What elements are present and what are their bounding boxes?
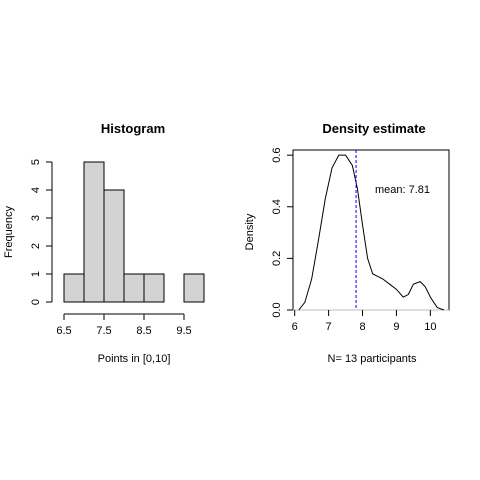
histogram-bar [63, 273, 85, 303]
histogram-y-tick-label: 0 [30, 299, 42, 305]
density-x-tick-label: 10 [424, 321, 436, 333]
histogram-y-tick-label: 3 [30, 215, 42, 221]
histogram-y-label: Frequency [3, 206, 15, 258]
density-y-label: Density [244, 213, 256, 250]
histogram-bar [83, 161, 105, 303]
density-panel: Density estimate mean: 7.81 6 7 8 9 10 0.00.… [244, 121, 450, 365]
histogram-bar [143, 273, 165, 303]
density-y-tick-label: 0.2 [271, 251, 283, 266]
histogram-panel: Histogram 6.5 7.5 8.5 9.5 0 1 2 3 4 5 Points in … [3, 121, 205, 365]
density-x-tick-label: 7 [326, 321, 332, 333]
histogram-bars [63, 161, 205, 303]
histogram-bar [183, 273, 205, 303]
density-x-tick-label: 8 [359, 321, 365, 333]
density-title: Density estimate [322, 121, 425, 136]
histogram-y-tick-label: 1 [30, 271, 42, 277]
histogram-x-ticks: 6.5 7.5 8.5 9.5 [56, 314, 192, 337]
mean-annotation: mean: 7.81 [375, 184, 430, 196]
density-x-ticks: 6 7 8 9 10 [292, 310, 436, 333]
histogram-y-ticks: 0 1 2 3 4 5 [30, 159, 52, 305]
density-y-tick-label: 0.0 [271, 302, 283, 317]
histogram-y-tick-label: 5 [30, 159, 42, 165]
histogram-y-tick-label: 2 [30, 243, 42, 249]
density-y-tick-label: 0.6 [271, 148, 283, 163]
histogram-bar [123, 273, 145, 303]
density-x-tick-label: 9 [393, 321, 399, 333]
histogram-x-tick-label: 9.5 [176, 325, 191, 337]
density-y-ticks: 0.0 0.2 0.4 0.6 [271, 148, 293, 318]
density-x-label: N= 13 participants [328, 353, 417, 365]
density-x-tick-label: 6 [292, 321, 298, 333]
density-plot-box [292, 149, 450, 311]
histogram-bar [103, 189, 125, 303]
histogram-x-tick-label: 7.5 [96, 325, 111, 337]
histogram-x-tick-label: 8.5 [136, 325, 151, 337]
histogram-y-tick-label: 4 [30, 187, 42, 193]
density-curve [298, 154, 445, 311]
density-y-tick-label: 0.4 [271, 199, 283, 214]
histogram-x-tick-label: 6.5 [56, 325, 71, 337]
histogram-x-label: Points in [0,10] [98, 353, 171, 365]
histogram-title: Histogram [101, 121, 165, 136]
